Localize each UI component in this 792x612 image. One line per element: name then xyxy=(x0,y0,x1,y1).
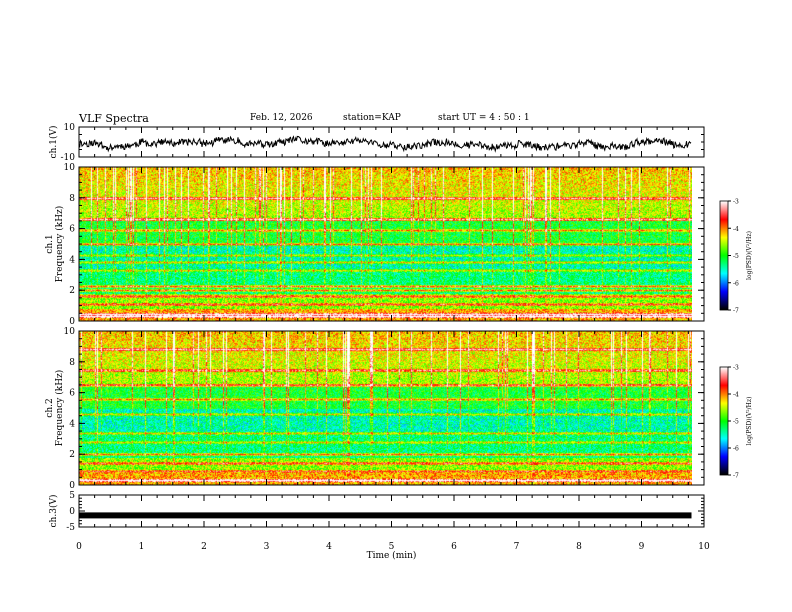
axis-ticks xyxy=(78,126,705,528)
ch2-colorbar-label: log(PSD)(V²/Hz) xyxy=(746,397,753,446)
colorbar-tick-label: -5 xyxy=(733,419,739,426)
y-tick-label: 8 xyxy=(69,194,75,204)
x-tick-label: 7 xyxy=(514,542,520,552)
x-tick-label: 8 xyxy=(576,542,582,552)
y-tick-label: 4 xyxy=(69,255,75,265)
y-tick-label: 10 xyxy=(64,123,76,133)
y-tick-label: 0 xyxy=(69,481,75,491)
colorbar-tick-label: -6 xyxy=(733,280,739,287)
x-tick-label: 2 xyxy=(201,542,207,552)
colorbar-tick-label: -4 xyxy=(733,392,739,399)
x-tick-label: 3 xyxy=(264,542,270,552)
y-tick-label: 0 xyxy=(69,507,75,517)
station-label: station=KAP xyxy=(343,113,401,123)
ch1-trace xyxy=(78,135,692,153)
date-label: Feb. 12, 2026 xyxy=(250,113,313,123)
x-tick-label: 0 xyxy=(76,542,82,552)
y-tick-label: -5 xyxy=(66,523,75,533)
colorbar-tick-label: -7 xyxy=(733,308,739,315)
ch2-spectrogram-image xyxy=(79,331,692,485)
ch1-spectrogram-ylabel: Frequency (kHz) xyxy=(54,206,65,283)
ch1-waveform-ylabel: ch.1(V) xyxy=(48,126,59,159)
y-tick-label: 5 xyxy=(69,491,75,501)
start-ut-label: start UT = 4 : 50 : 1 xyxy=(438,113,530,123)
x-tick-label: 4 xyxy=(326,542,332,552)
x-tick-label: 6 xyxy=(451,542,457,552)
ch1-spectrogram-image xyxy=(79,167,692,321)
colorbars: -7 -6 -5 -4 -3 log(PSD)(V²/Hz) -7 -6 -5 -4 -3 log(P… xyxy=(719,199,753,480)
colorbar-tick-label: -3 xyxy=(733,365,739,372)
spectrogram-images xyxy=(79,167,692,485)
ch2-colorbar-gradient xyxy=(720,367,728,475)
y-tick-label: 2 xyxy=(69,286,75,296)
ch1-colorbar-label: log(PSD)(V²/Hz) xyxy=(746,231,753,280)
y-tick-label: 10 xyxy=(64,327,76,337)
colorbar-tick-label: -3 xyxy=(733,199,739,206)
y-tick-label: 0 xyxy=(69,317,75,327)
y-tick-label: -10 xyxy=(61,153,76,163)
figure-title: VLF Spectra xyxy=(79,112,149,125)
y-tick-label: 6 xyxy=(69,389,75,399)
waveform-traces xyxy=(78,135,692,519)
colorbar-tick-label: -7 xyxy=(733,473,739,480)
y-tick-label: 10 xyxy=(64,163,76,173)
y-tick-label: 4 xyxy=(69,419,75,429)
y-tick-label: 2 xyxy=(69,450,75,460)
colorbar-tick-label: -6 xyxy=(733,446,739,453)
colorbar-tick-label: -4 xyxy=(733,226,739,233)
ch2-spectrogram-ylabel: ch.2 xyxy=(45,398,55,417)
x-axis-label: Time (min) xyxy=(367,550,417,561)
colorbar-tick-label: -5 xyxy=(733,253,739,260)
x-tick-label: 9 xyxy=(639,542,645,552)
ch1-colorbar-gradient xyxy=(720,201,728,310)
x-tick-label: 5 xyxy=(389,542,395,552)
ch1-spectrogram-ylabel: ch.1 xyxy=(45,234,55,253)
ch3-trace xyxy=(79,512,692,519)
ch2-spectrogram-ylabel: Frequency (kHz) xyxy=(54,370,65,447)
x-tick-label: 1 xyxy=(139,542,145,552)
y-tick-label: 8 xyxy=(69,358,75,368)
ch3-waveform-ylabel: ch.3(V) xyxy=(48,495,59,528)
y-tick-label: 6 xyxy=(69,225,75,235)
x-tick-label: 10 xyxy=(698,542,710,552)
